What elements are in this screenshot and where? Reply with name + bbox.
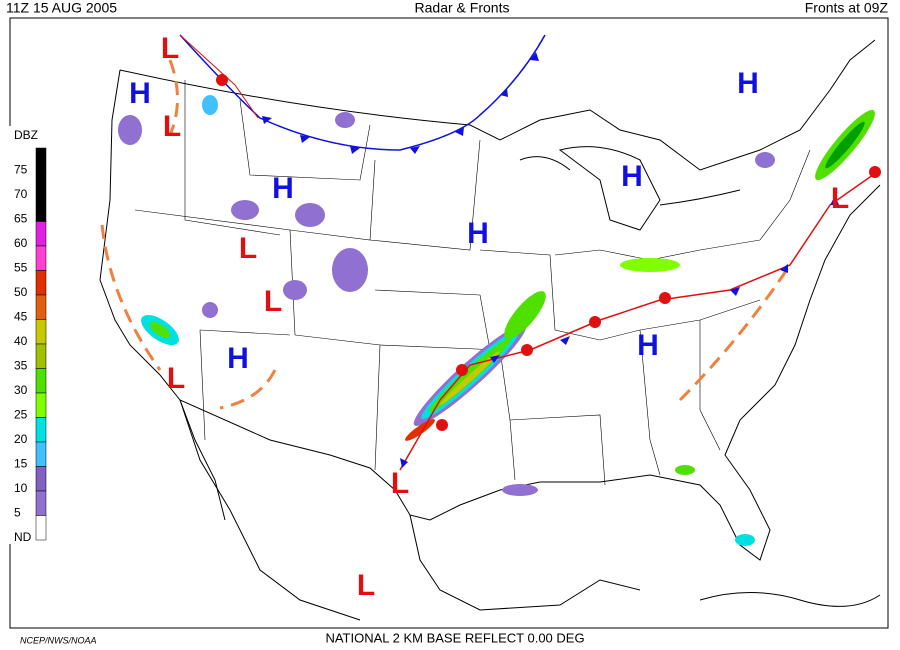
high-center: H	[737, 67, 759, 100]
fronts-time: Fronts at 09Z	[805, 0, 889, 16]
high-center: H	[129, 77, 151, 110]
legend-label: 55	[14, 261, 28, 275]
state-lines	[134, 80, 811, 486]
legend-label: 60	[14, 236, 28, 250]
legend-swatch	[35, 172, 47, 198]
valid-time: 11Z 15 AUG 2005	[6, 0, 117, 16]
legend-label: ND	[14, 530, 32, 544]
fronts	[179, 34, 881, 471]
legend-label: 40	[14, 334, 28, 348]
legend-swatch	[35, 221, 47, 247]
high-center: H	[637, 329, 659, 362]
credit: NCEP/NWS/NOAA	[20, 635, 97, 645]
high-center: H	[621, 160, 643, 193]
legend-label: 20	[14, 432, 28, 446]
legend-swatch	[35, 245, 47, 271]
legend-swatch	[35, 270, 47, 296]
legend-label: 25	[14, 408, 28, 422]
low-center: L	[239, 232, 257, 265]
high-center: H	[227, 342, 249, 375]
legend-label: 30	[14, 383, 28, 397]
boundaries	[99, 39, 881, 621]
high-center: H	[467, 217, 489, 250]
low-center: L	[163, 110, 181, 143]
legend-swatch	[35, 490, 47, 516]
map-title: Radar & Fronts	[415, 0, 510, 16]
product-label: NATIONAL 2 KM BASE REFLECT 0.00 DEG	[325, 630, 584, 645]
legend-swatch	[35, 368, 47, 394]
legend-label: 75	[14, 163, 28, 177]
legend-swatch	[35, 147, 47, 173]
legend-swatch	[35, 196, 47, 222]
low-center: L	[161, 32, 179, 65]
low-center: L	[264, 285, 282, 318]
low-center: L	[357, 569, 375, 602]
low-center: L	[391, 467, 409, 500]
legend-swatch	[35, 466, 47, 492]
legend-swatch	[35, 319, 47, 345]
legend-label: 5	[14, 506, 21, 520]
legend: 75 70 65 60 55 50 45 40 35 30 25 20 15 10 5 ND	[14, 147, 47, 544]
legend-swatch	[35, 441, 47, 467]
low-center: L	[167, 362, 185, 395]
radar-echoes	[118, 95, 875, 546]
legend-label: 50	[14, 285, 28, 299]
legend-swatch	[35, 392, 47, 418]
legend-swatch	[35, 515, 47, 541]
legend-label: 70	[14, 187, 28, 201]
legend-swatch	[35, 294, 47, 320]
legend-title: DBZ	[14, 128, 38, 142]
legend-label: 45	[14, 310, 28, 324]
legend-swatch	[35, 343, 47, 369]
legend-label: 15	[14, 457, 28, 471]
legend-swatch	[35, 417, 47, 443]
legend-label: 10	[14, 481, 28, 495]
legend-label: 65	[14, 212, 28, 226]
high-center: H	[272, 172, 294, 205]
legend-label: 35	[14, 359, 28, 373]
low-center: L	[831, 182, 849, 215]
troughs	[100, 59, 792, 410]
